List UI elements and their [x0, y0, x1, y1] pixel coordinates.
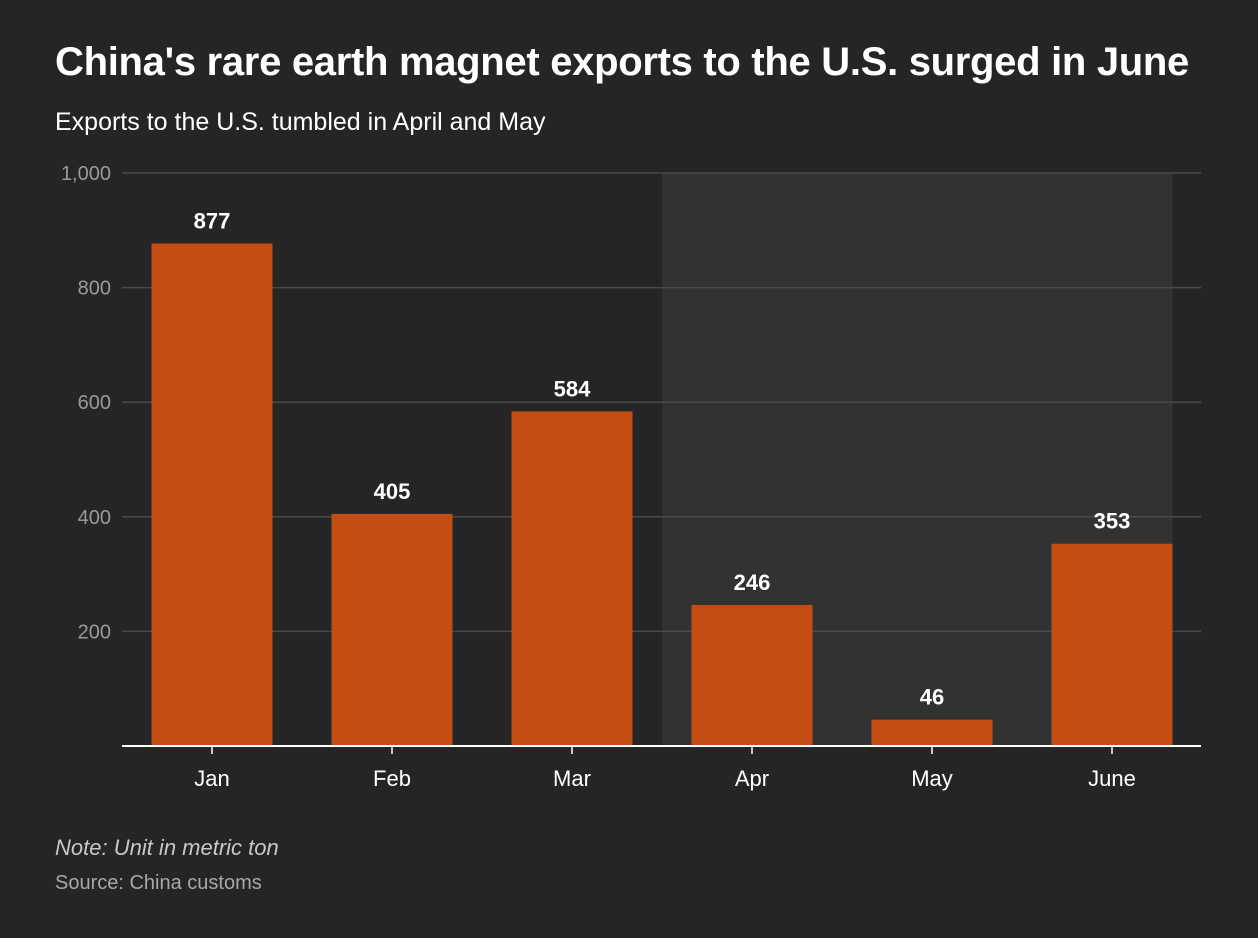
category-label: Apr: [735, 766, 769, 791]
y-tick-label: 600: [78, 392, 111, 414]
chart-note: Note: Unit in metric ton: [55, 835, 279, 860]
bar-mar: [511, 411, 633, 746]
value-label: 584: [554, 376, 591, 401]
category-label: May: [911, 766, 953, 791]
category-label: Feb: [373, 766, 411, 791]
bar-june: [1051, 543, 1173, 746]
value-label: 877: [194, 208, 231, 233]
bar-chart: 200 400 600 800 1,000 877 405 584 246 46 353 Jan F…: [61, 163, 1201, 791]
category-label: Mar: [553, 766, 591, 791]
bar-feb: [331, 513, 453, 746]
value-label: 353: [1094, 509, 1131, 534]
chart-subtitle: Exports to the U.S. tumbled in April and…: [55, 108, 546, 136]
category-label: Jan: [194, 766, 229, 791]
y-tick-label: 200: [78, 621, 111, 643]
bar-jan: [151, 243, 273, 746]
value-label: 246: [734, 570, 771, 595]
y-tick-label: 800: [78, 278, 111, 300]
value-label: 405: [374, 479, 411, 504]
chart-title: China's rare earth magnet exports to the…: [55, 40, 1189, 84]
value-label: 46: [920, 685, 944, 710]
chart-source: Source: China customs: [55, 872, 262, 894]
category-label: June: [1088, 766, 1136, 791]
y-tick-label: 400: [78, 507, 111, 529]
bar-may: [871, 719, 993, 746]
y-tick-label: 1,000: [61, 163, 111, 185]
bar-apr: [691, 605, 813, 746]
